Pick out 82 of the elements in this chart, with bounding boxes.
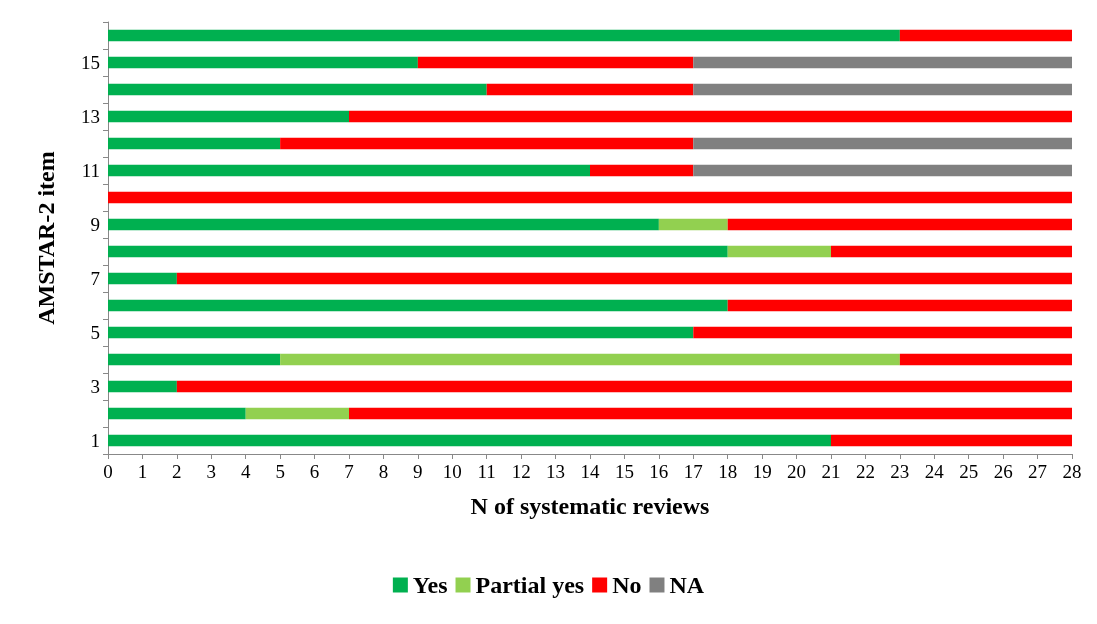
bar xyxy=(245,407,349,420)
y-axis-title: AMSTAR-2 item xyxy=(33,151,59,325)
bar xyxy=(693,164,1072,177)
bar xyxy=(280,137,694,150)
x-tick-label: 27 xyxy=(1028,461,1048,482)
bar xyxy=(899,353,1072,366)
bar xyxy=(108,83,487,96)
bar xyxy=(108,407,246,420)
y-tick-label: 11 xyxy=(81,160,100,181)
bar xyxy=(108,29,900,42)
bar xyxy=(176,272,1072,285)
bar xyxy=(280,353,900,366)
bar xyxy=(108,218,659,231)
x-tick-label: 20 xyxy=(787,461,807,482)
bar xyxy=(349,110,1072,123)
bar xyxy=(831,245,1072,258)
x-tick-label: 19 xyxy=(752,461,772,482)
y-tick-label: 13 xyxy=(81,106,100,127)
bar xyxy=(899,29,1072,42)
x-axis-title: N of systematic reviews xyxy=(470,493,710,519)
x-tick-label: 16 xyxy=(649,461,669,482)
bar xyxy=(693,83,1072,96)
legend-label: Partial yes xyxy=(475,572,585,598)
bar xyxy=(693,56,1072,69)
x-tick-label: 22 xyxy=(855,461,875,482)
x-tick-label: 4 xyxy=(240,461,251,482)
x-tick-label: 28 xyxy=(1062,461,1082,482)
bar xyxy=(727,245,831,258)
x-tick-label: 23 xyxy=(890,461,910,482)
x-tick-label: 5 xyxy=(275,461,285,482)
x-tick-label: 3 xyxy=(206,461,217,482)
bar xyxy=(108,434,831,447)
y-tick-label: 3 xyxy=(90,376,100,397)
x-tick-label: 21 xyxy=(821,461,841,482)
bar xyxy=(108,164,590,177)
y-tick-label: 15 xyxy=(81,52,100,73)
x-tick-label: 7 xyxy=(344,461,354,482)
x-tick-label: 13 xyxy=(546,461,566,482)
x-tick-label: 9 xyxy=(413,461,423,482)
y-tick-label: 1 xyxy=(90,430,100,451)
x-tick-label: 18 xyxy=(718,461,738,482)
bar xyxy=(108,272,177,285)
x-tick-label: 14 xyxy=(580,461,600,482)
legend-label: Yes xyxy=(412,572,448,598)
bar xyxy=(727,299,1072,312)
bar xyxy=(417,56,694,69)
legend-label: No xyxy=(612,572,642,598)
bar xyxy=(590,164,694,177)
bar xyxy=(658,218,728,231)
x-tick-label: 8 xyxy=(378,461,389,482)
bar xyxy=(693,326,1072,339)
bar xyxy=(727,218,1072,231)
bar xyxy=(108,137,281,150)
legend-label: NA xyxy=(669,572,705,598)
bar xyxy=(108,56,418,69)
y-tick-label: 7 xyxy=(90,268,100,289)
x-tick-label: 26 xyxy=(993,461,1013,482)
x-tick-label: 11 xyxy=(477,461,496,482)
bar xyxy=(108,245,728,258)
x-tick-label: 25 xyxy=(959,461,979,482)
y-tick-label: 5 xyxy=(90,322,100,343)
x-tick-label: 17 xyxy=(683,461,703,482)
bar xyxy=(831,434,1072,447)
bar xyxy=(108,110,349,123)
bar xyxy=(108,191,1072,204)
x-tick-label: 6 xyxy=(309,461,320,482)
bar xyxy=(108,380,177,393)
bar xyxy=(486,83,694,96)
x-tick-label: 2 xyxy=(172,461,182,482)
bar xyxy=(108,299,728,312)
x-tick-label: 0 xyxy=(103,461,113,482)
x-tick-label: 1 xyxy=(137,461,148,482)
x-tick-label: 10 xyxy=(442,461,462,482)
bar xyxy=(176,380,1072,393)
bar xyxy=(108,353,281,366)
x-tick-label: 24 xyxy=(924,461,945,482)
bar xyxy=(108,326,694,339)
x-tick-label: 12 xyxy=(511,461,531,482)
x-tick-label: 15 xyxy=(614,461,634,482)
bar xyxy=(349,407,1072,420)
y-tick-label: 9 xyxy=(90,214,100,235)
bar xyxy=(693,137,1072,150)
